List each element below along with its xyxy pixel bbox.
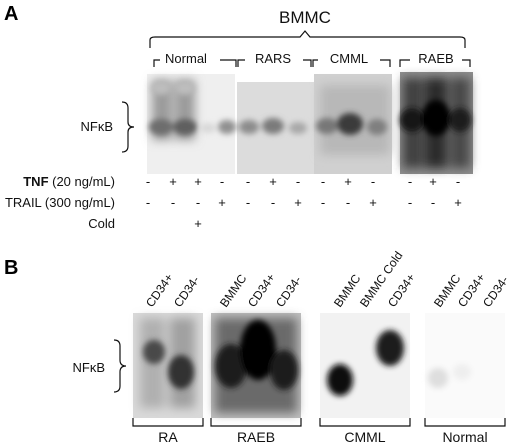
lane-label-raeb-0: BMMC bbox=[217, 271, 250, 309]
mark-row0-lane1: + bbox=[169, 174, 177, 189]
mark-row0-lane8: + bbox=[344, 174, 352, 189]
cmml-b-group-bracket bbox=[319, 418, 411, 427]
cmml-b-label-bg bbox=[336, 428, 394, 445]
group-label-rars: RARS bbox=[255, 51, 291, 66]
mark-row1-lane10: - bbox=[408, 195, 412, 210]
panel-b-gel bbox=[133, 313, 505, 418]
group-b-label-cmml: CMML bbox=[344, 429, 385, 445]
group-label-raeb: RAEB bbox=[418, 51, 453, 66]
cmml-label-bg bbox=[318, 51, 380, 64]
row-label-tnf-bold: TNF bbox=[23, 174, 48, 189]
mark-row0-lane9: - bbox=[371, 174, 375, 189]
mark-row1-lane5: - bbox=[271, 195, 275, 210]
mark-row0-lane12: - bbox=[456, 174, 460, 189]
band-normal-4 bbox=[218, 120, 236, 134]
panel-a-nfkb-label: NFκB bbox=[81, 119, 114, 134]
band-b-raeb-3 bbox=[270, 350, 298, 390]
mark-row0-lane3: - bbox=[220, 174, 224, 189]
gel-b-cmml-bg bbox=[320, 313, 410, 418]
gel-a-bands bbox=[149, 100, 471, 136]
group-b-label-normal: Normal bbox=[442, 429, 487, 445]
panel-a-title: BMMC bbox=[279, 8, 331, 27]
band-raeb-1 bbox=[400, 108, 424, 132]
gel-b-bands bbox=[143, 320, 471, 396]
band-b-raeb-1 bbox=[215, 344, 247, 388]
group-b-label-ra: RA bbox=[158, 429, 178, 445]
mark-row0-lane4: - bbox=[246, 174, 250, 189]
raeb-label-bg bbox=[410, 51, 462, 64]
band-normal-1 bbox=[149, 119, 173, 135]
mark-row1-lane11: - bbox=[431, 195, 435, 210]
band-rars-2 bbox=[262, 118, 284, 134]
panel-b-letter: B bbox=[4, 257, 18, 279]
mark-row1-lane6: + bbox=[294, 195, 302, 210]
mark-row0-lane11: + bbox=[429, 174, 437, 189]
ra-group-bracket bbox=[132, 418, 204, 427]
band-b-normal-2 bbox=[453, 364, 471, 380]
band-b-cmml-3 bbox=[376, 330, 404, 366]
band-cmml-1 bbox=[316, 118, 338, 134]
row-label-trail: TRAIL (300 ng/mL) bbox=[5, 195, 115, 210]
mark-row0-lane2: + bbox=[194, 174, 202, 189]
row-label-tnf: TNF (20 ng/mL) bbox=[23, 174, 115, 189]
mark-row0-lane7: - bbox=[321, 174, 325, 189]
group-b-label-raeb: RAEB bbox=[237, 429, 275, 445]
normal-b-group-bracket bbox=[424, 418, 506, 427]
well-normal-2 bbox=[175, 81, 195, 95]
band-cmml-3 bbox=[367, 119, 387, 135]
mark-row1-lane1: - bbox=[171, 195, 175, 210]
gel-a-wells bbox=[151, 81, 195, 95]
rars-label-bg bbox=[245, 51, 303, 64]
treatment-marks: - + + - - + - - + - - + - - - - + - - + - - + - - + + bbox=[146, 174, 462, 231]
ra-label-bg bbox=[152, 428, 184, 445]
lane-label-raeb-1: CD34+ bbox=[245, 271, 278, 310]
band-cmml-2 bbox=[337, 113, 363, 135]
band-b-ra-2 bbox=[168, 355, 194, 389]
mark-row1-lane4: - bbox=[246, 195, 250, 210]
panel-a-letter: A bbox=[4, 3, 18, 25]
band-b-ra-1 bbox=[143, 340, 165, 364]
band-raeb-2 bbox=[422, 100, 450, 136]
row-label-cold: Cold bbox=[88, 216, 115, 231]
mark-row1-lane12: + bbox=[454, 195, 462, 210]
mark-row0-lane10: - bbox=[408, 174, 412, 189]
panel-b-nfkb-brace bbox=[113, 339, 127, 393]
mark-row1-lane2: - bbox=[196, 195, 200, 210]
normal-b-label-bg bbox=[436, 428, 494, 445]
panel-b-nfkb-label: NFκB bbox=[73, 360, 106, 375]
mark-row0-lane0: - bbox=[146, 174, 150, 189]
band-b-cmml-1 bbox=[327, 364, 353, 396]
mark-row1-lane3: + bbox=[218, 195, 226, 210]
mark-row1-lane0: - bbox=[146, 195, 150, 210]
band-rars-1 bbox=[239, 120, 259, 134]
well-normal-1 bbox=[151, 81, 171, 95]
mark-row0-lane5: + bbox=[269, 174, 277, 189]
lane-label-ra-0: CD34+ bbox=[143, 271, 176, 310]
mark-row1-lane8: - bbox=[346, 195, 350, 210]
band-raeb-3 bbox=[449, 108, 471, 132]
group-label-normal: Normal bbox=[165, 51, 207, 66]
panel-a-nfkb-brace bbox=[121, 101, 135, 153]
band-b-normal-1 bbox=[428, 368, 448, 388]
band-normal-2 bbox=[173, 119, 197, 135]
group-label-cmml: CMML bbox=[330, 51, 368, 66]
band-b-raeb-2 bbox=[240, 320, 276, 380]
normal-label-bg bbox=[160, 51, 220, 64]
panel-a-gel bbox=[147, 72, 473, 174]
raeb-b-label-bg bbox=[228, 428, 284, 445]
mark-row1-lane7: - bbox=[321, 195, 325, 210]
band-rars-3 bbox=[289, 122, 307, 134]
mark-row0-lane6: - bbox=[296, 174, 300, 189]
mark-row1-lane9: + bbox=[369, 195, 377, 210]
raeb-b-group-bracket bbox=[210, 418, 302, 427]
mark-row2-lane2: + bbox=[194, 216, 202, 231]
panel-a-overall-brace bbox=[149, 30, 466, 48]
row-label-tnf-normal: (20 ng/mL) bbox=[49, 174, 115, 189]
band-normal-3 bbox=[200, 123, 216, 133]
